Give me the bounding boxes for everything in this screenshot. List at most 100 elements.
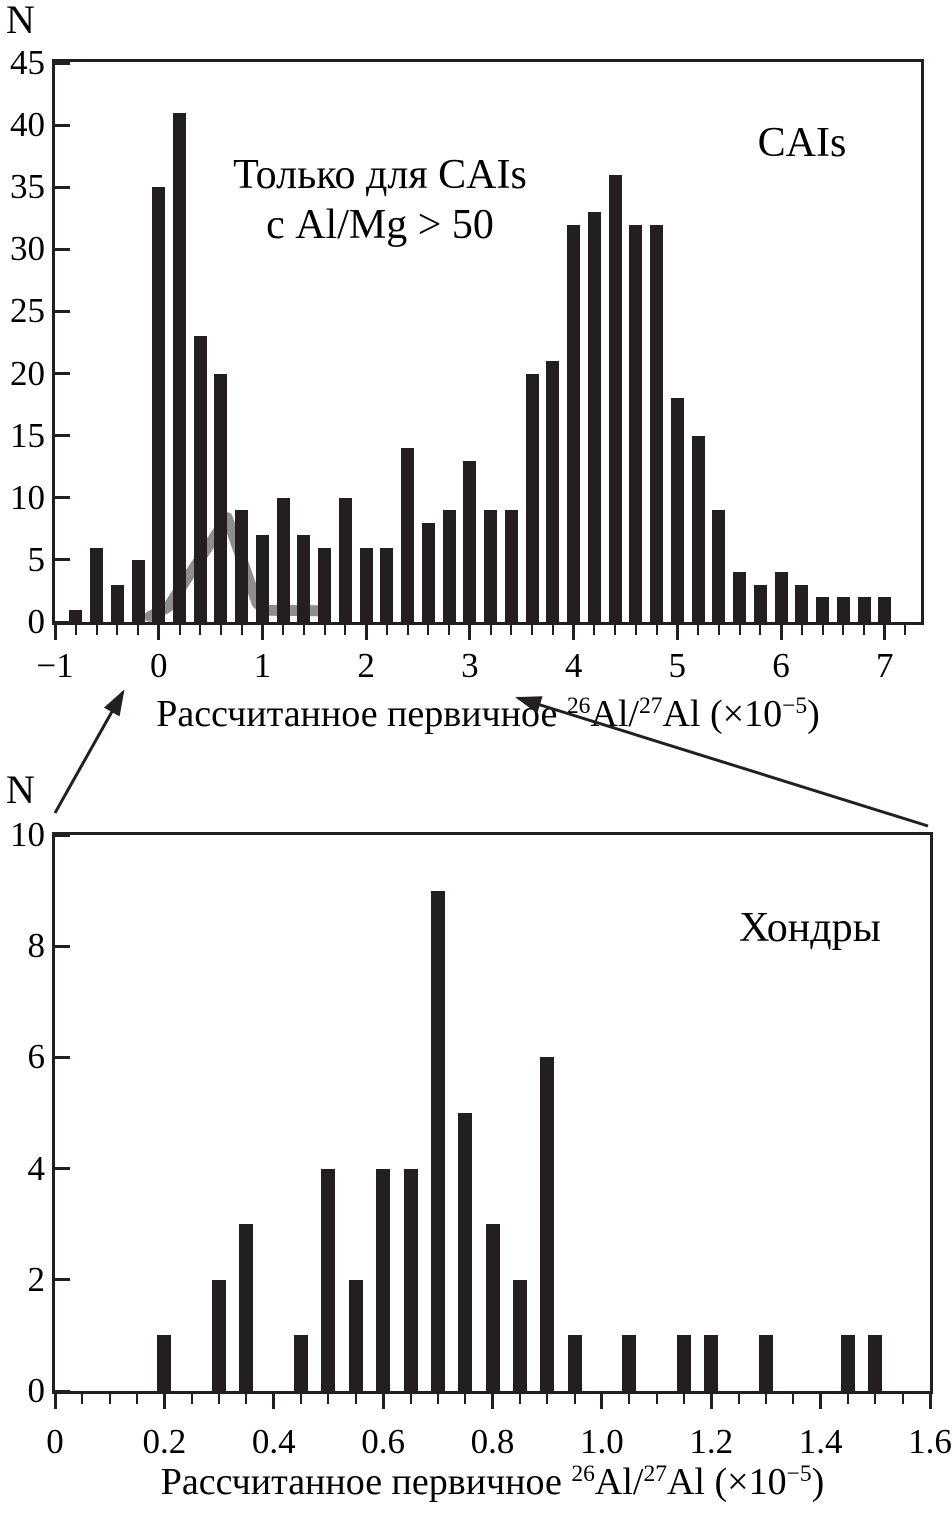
y-tick [55,1389,70,1393]
y-tick [55,309,70,313]
x-major-tick [272,1394,276,1409]
histogram-bar [868,1335,883,1391]
histogram-bar [512,1279,527,1391]
y-tick-label: 40 [10,105,45,145]
x-major-tick [491,1394,494,1409]
x-minor-tick [218,1394,221,1404]
x-minor-tick [531,625,534,635]
histogram-bar [403,1168,418,1391]
histogram-bar [567,1335,582,1391]
x-minor-tick [302,625,305,635]
y-tick-label: 25 [10,291,45,331]
x-minor-tick [300,1394,303,1404]
histogram-bar [338,497,352,622]
x-minor-tick [81,1394,84,1404]
x-minor-tick [219,625,222,635]
histogram-bar [622,1335,637,1391]
x-minor-tick [116,625,119,635]
x-minor-tick [240,625,243,635]
x-tick-label: 1.4 [798,1422,843,1461]
y-tick-label: 0 [27,1371,46,1410]
y-tick-label: 5 [27,539,46,579]
annotation-line-2: с Al/Mg > 50 [266,202,494,248]
x-major-tick [53,1394,57,1409]
histogram-bar [321,1168,336,1391]
x-minor-tick [327,1394,330,1404]
x-minor-tick [95,625,98,635]
x-tick-label: 0.4 [251,1422,296,1461]
x-major-tick [600,1394,604,1409]
x-minor-tick [573,1394,576,1404]
histogram-bar [841,1335,855,1391]
histogram-bar [90,547,103,622]
x-minor-tick [323,625,326,635]
histogram-bar [753,584,767,622]
histogram-bar [774,572,788,622]
top-chart-annotation: Только для CAIs с Al/Mg > 50 [200,150,560,250]
x-minor-tick [821,625,824,635]
y-tick [55,185,70,189]
x-tick-label: 7 [875,646,894,685]
histogram-bar [650,224,663,622]
histogram-bar [504,510,518,622]
y-tick-label: 30 [10,229,45,269]
y-tick-label: 0 [27,602,46,641]
x-minor-tick [551,625,554,635]
bottom-panel-label: Хондры [739,905,881,951]
histogram-bar [255,535,269,622]
top-y-axis-title: N [6,0,35,42]
x-tick-label: 5 [668,646,687,685]
histogram-bar [691,435,705,622]
y-tick-label: 8 [27,926,46,966]
x-major-tick [468,625,472,640]
histogram-bar [463,460,477,622]
x-minor-tick [354,1394,357,1404]
x-minor-tick [436,1394,439,1404]
x-tick-label: 0.8 [470,1422,515,1461]
histogram-bar [212,1279,227,1391]
histogram-bar [676,1335,691,1391]
x-tick-label: 1 [253,646,272,685]
x-major-tick [572,625,576,640]
x-major-tick [381,1394,385,1409]
x-minor-tick [800,625,803,635]
annotation-line-1: Только для CAIs [233,152,527,198]
exponent-superscript: −5 [786,1461,812,1488]
y-tick [55,372,70,376]
histogram-bar [733,572,746,622]
x-minor-tick [409,1394,412,1404]
histogram-bar [458,1113,473,1391]
histogram-bar [758,1335,773,1391]
x-major-tick [157,625,161,640]
x-tick-label: 1.0 [580,1422,624,1461]
bottom-x-axis-title: Рассчитанное первичное 26Al/27Al (×10−5) [160,1461,825,1503]
x-minor-tick [717,625,720,635]
top-panel-label: CAIs [757,120,847,166]
x-major-tick [675,625,679,640]
top-chart-plot-area [52,59,924,625]
x-minor-tick [136,1394,138,1404]
histogram-bar [421,522,435,622]
x-major-tick [779,625,783,640]
histogram-bar [359,547,373,622]
x-minor-tick [682,1394,685,1404]
bottom-chart-plot-area [52,832,933,1394]
x-minor-tick [489,625,492,635]
x-minor-tick [137,625,139,635]
x-minor-tick [178,625,181,635]
histogram-bar [235,510,249,622]
histogram-bar [712,510,726,622]
y-tick-label: 4 [27,1148,46,1188]
x-tick-label: 1.2 [689,1422,734,1461]
histogram-bar [816,597,829,622]
histogram-bar [239,1224,254,1391]
x-minor-tick [464,1394,467,1404]
histogram-bar [157,1335,172,1391]
histogram-bar [485,1224,500,1391]
x-major-tick [883,625,887,640]
x-tick-label: 0.2 [142,1422,187,1461]
x-tick-label: 0 [46,1422,64,1461]
histogram-bar [430,890,445,1391]
x-minor-tick [904,625,907,635]
